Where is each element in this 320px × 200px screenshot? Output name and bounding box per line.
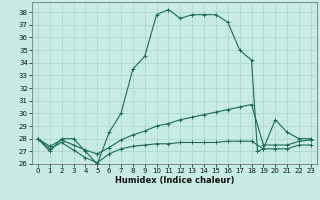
X-axis label: Humidex (Indice chaleur): Humidex (Indice chaleur) <box>115 176 234 185</box>
